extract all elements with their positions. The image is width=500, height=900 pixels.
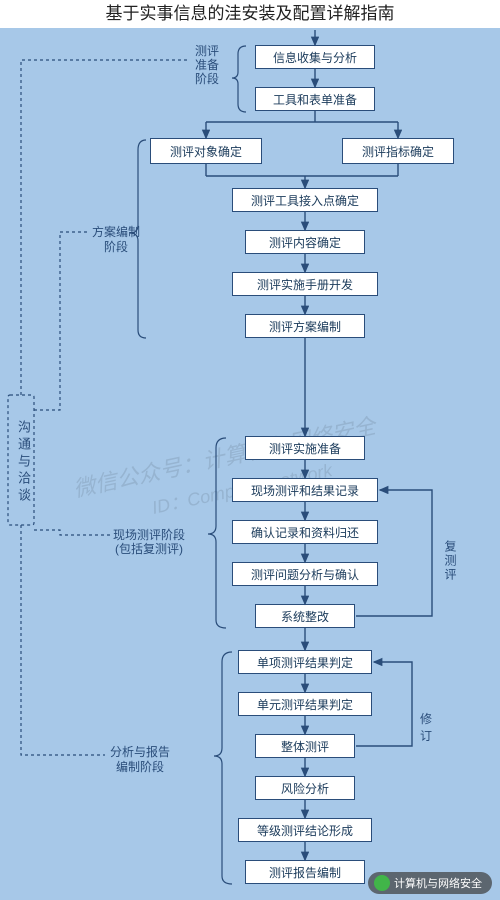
sidebar-label: 沟通与洽谈 [14, 420, 33, 505]
phase-4-label: 分析与报告编制阶段 [110, 745, 170, 775]
node-n11: 测评问题分析与确认 [232, 562, 378, 586]
node-n15: 整体测评 [255, 734, 355, 758]
node-n10: 确认记录和资料归还 [232, 520, 378, 544]
node-n18: 测评报告编制 [245, 860, 365, 884]
phase-1-label: 测评准备阶段 [195, 44, 219, 86]
node-n13: 单项测评结果判定 [238, 650, 372, 674]
node-n1: 信息收集与分析 [255, 45, 375, 69]
retest-label: 复测评 [442, 540, 459, 582]
node-n2: 工具和表单准备 [255, 87, 375, 111]
node-n9: 现场测评和结果记录 [232, 478, 378, 502]
node-n6: 测评实施手册开发 [232, 272, 378, 296]
node-n3a: 测评对象确定 [150, 138, 262, 164]
phase-2-label: 方案编制阶段 [92, 225, 140, 255]
node-n14: 单元测评结果判定 [238, 692, 372, 716]
phase-3-label: 现场测评阶段(包括复测评) [113, 528, 185, 556]
node-n4: 测评工具接入点确定 [232, 188, 378, 212]
node-n16: 风险分析 [255, 776, 355, 800]
footer-badge: 计算机与网络安全 [368, 872, 492, 894]
node-n7: 测评方案编制 [245, 314, 365, 338]
page-title: 基于实事信息的洼安装及配置详解指南 [0, 0, 500, 28]
revise-label: 修订 [420, 710, 432, 744]
node-n3b: 测评指标确定 [342, 138, 454, 164]
node-n17: 等级测评结论形成 [238, 818, 372, 842]
node-n8: 测评实施准备 [245, 436, 365, 460]
node-n5: 测评内容确定 [245, 230, 365, 254]
node-n12: 系统整改 [255, 604, 355, 628]
